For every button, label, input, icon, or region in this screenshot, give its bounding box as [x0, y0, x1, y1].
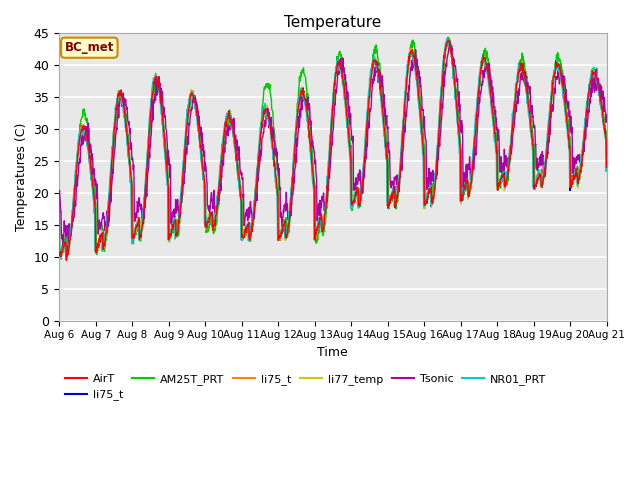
NR01_PRT — [120, 115, 128, 120]
Line: AM25T_PRT: AM25T_PRT — [59, 37, 607, 254]
Line: NR01_PRT: NR01_PRT — [59, 39, 607, 260]
li75_t — [287, 188, 295, 193]
li75_t — [367, 77, 374, 83]
AirT — [120, 106, 128, 111]
li75_t — [63, 254, 70, 260]
li75_t — [443, 36, 451, 42]
AirT — [55, 251, 63, 256]
AM25T_PRT — [93, 252, 100, 257]
Y-axis label: Temperatures (C): Temperatures (C) — [15, 122, 28, 231]
li77_temp — [98, 228, 106, 234]
li77_temp — [56, 255, 63, 261]
li75_t — [288, 186, 296, 192]
AM25T_PRT — [288, 188, 296, 193]
li77_temp — [120, 111, 128, 117]
li75_t — [55, 253, 63, 259]
li75_t — [603, 164, 611, 170]
li77_temp — [55, 249, 63, 255]
Tsonic — [603, 112, 611, 118]
Tsonic — [367, 105, 375, 110]
AirT — [300, 92, 307, 98]
li77_temp — [443, 36, 451, 42]
AM25T_PRT — [300, 70, 307, 75]
Tsonic — [55, 192, 63, 198]
AM25T_PRT — [55, 192, 63, 198]
X-axis label: Time: Time — [317, 346, 348, 359]
li75_t — [603, 164, 611, 169]
AirT — [309, 169, 317, 175]
Tsonic — [98, 217, 106, 223]
li75_t — [55, 252, 63, 257]
Tsonic — [300, 85, 307, 91]
Legend: AirT, li75_t, AM25T_PRT, li75_t, li77_temp, Tsonic, NR01_PRT: AirT, li75_t, AM25T_PRT, li75_t, li77_te… — [60, 370, 550, 405]
AM25T_PRT — [98, 234, 106, 240]
li77_temp — [309, 178, 317, 183]
Line: li75_t: li75_t — [59, 39, 607, 256]
AM25T_PRT — [444, 35, 452, 40]
li77_temp — [367, 71, 375, 76]
Text: BC_met: BC_met — [65, 41, 114, 54]
li75_t — [309, 172, 317, 178]
AirT — [367, 76, 375, 82]
NR01_PRT — [603, 161, 611, 167]
NR01_PRT — [55, 250, 63, 255]
NR01_PRT — [367, 69, 375, 75]
Tsonic — [309, 144, 317, 149]
AirT — [63, 257, 70, 263]
Line: li77_temp: li77_temp — [59, 39, 607, 258]
li75_t — [300, 89, 307, 95]
NR01_PRT — [98, 231, 106, 237]
AirT — [98, 233, 106, 239]
AirT — [603, 164, 611, 170]
NR01_PRT — [309, 179, 317, 185]
AirT — [288, 188, 296, 193]
li75_t — [98, 232, 106, 238]
li77_temp — [300, 84, 307, 90]
NR01_PRT — [58, 257, 65, 263]
NR01_PRT — [443, 36, 451, 42]
li77_temp — [603, 163, 611, 169]
li77_temp — [288, 181, 296, 187]
li75_t — [120, 105, 128, 111]
NR01_PRT — [288, 178, 296, 183]
li75_t — [367, 74, 375, 80]
Tsonic — [59, 242, 67, 248]
AM25T_PRT — [603, 134, 611, 140]
li75_t — [445, 37, 452, 43]
li75_t — [308, 172, 316, 178]
AM25T_PRT — [120, 104, 128, 109]
li75_t — [299, 90, 307, 96]
Tsonic — [288, 202, 296, 208]
AM25T_PRT — [367, 72, 375, 78]
AirT — [444, 37, 452, 43]
Title: Temperature: Temperature — [284, 15, 381, 30]
AM25T_PRT — [309, 161, 317, 167]
li75_t — [120, 105, 127, 111]
Tsonic — [120, 95, 128, 101]
Line: AirT: AirT — [59, 40, 607, 260]
Line: li75_t: li75_t — [59, 40, 607, 257]
li75_t — [98, 235, 106, 240]
Tsonic — [445, 38, 453, 44]
Line: Tsonic: Tsonic — [59, 41, 607, 245]
NR01_PRT — [300, 90, 307, 96]
